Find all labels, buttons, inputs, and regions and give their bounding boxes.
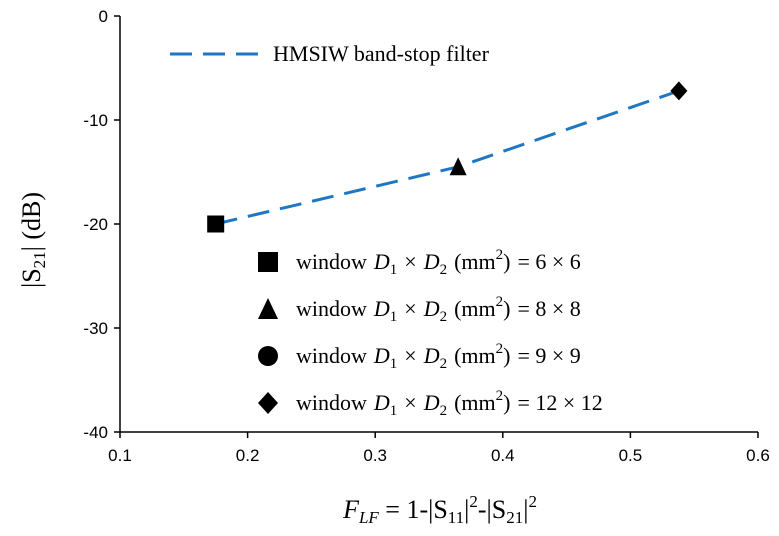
series-layer xyxy=(215,89,680,226)
y-tick-label: -40 xyxy=(83,423,108,442)
y-ticks: 0 -10 -20 -30 -40 xyxy=(83,7,120,442)
marker-legend-label-part: D xyxy=(373,249,390,274)
line-legend-label: HMSIW band-stop filter xyxy=(273,41,490,66)
marker-legend-label-part: 2 xyxy=(440,262,448,278)
marker-legend-label-part: 2 xyxy=(496,388,504,404)
marker-legend-label-part: 1 xyxy=(390,403,398,419)
marker-legend-label-part: × xyxy=(404,390,416,415)
marker-legend-label: window D1 × D2 (mm2) = 9 × 9 xyxy=(296,341,581,372)
marker-legend-label-part: ) xyxy=(503,343,510,368)
marker-legend-label-part: 2 xyxy=(440,403,448,419)
x-tick-label: 0.2 xyxy=(236,446,260,465)
marker-legend-label-part: D xyxy=(423,390,440,415)
x-tick-label: 0.1 xyxy=(108,446,132,465)
marker-legend-label-part: D xyxy=(423,249,440,274)
x-ticks: 0.1 0.2 0.3 0.4 0.5 0.6 xyxy=(108,432,770,465)
marker-legend-label-part: 1 xyxy=(390,262,398,278)
marker-legend-symbol-square xyxy=(258,252,278,272)
marker-legend-label-part: window xyxy=(296,343,367,368)
marker-legend-label-part: (mm xyxy=(454,390,496,415)
marker-legend-symbol-diamond xyxy=(258,392,278,414)
marker-legend-label-part: 2 xyxy=(496,294,504,310)
marker-legend-label: window D1 × D2 (mm2) = 6 × 6 xyxy=(296,247,581,278)
marker-layer xyxy=(207,81,688,233)
marker-legend-label-part: D xyxy=(423,296,440,321)
marker-legend-label-part: 2 xyxy=(496,341,504,357)
marker-legend-label-part: (mm xyxy=(454,249,496,274)
marker-legend-label-part: D xyxy=(373,343,390,368)
series-line xyxy=(215,89,680,226)
data-point-diamond xyxy=(670,81,688,101)
marker-legend-label-part: × xyxy=(404,296,416,321)
marker-legend-label-part: ) xyxy=(503,249,510,274)
marker-legend-label-part: (mm xyxy=(454,296,496,321)
marker-legend-label-part: = 12 × 12 xyxy=(517,390,602,415)
marker-legend-label: window D1 × D2 (mm2) = 12 × 12 xyxy=(296,388,603,419)
marker-legend-label-part: (mm xyxy=(454,343,496,368)
marker-legend-label-part: D xyxy=(373,296,390,321)
y-axis-title: |S21| (dB) xyxy=(17,192,49,288)
marker-legend-label-part: × xyxy=(404,343,416,368)
line-legend: HMSIW band-stop filter xyxy=(170,41,490,66)
y-tick-label: -10 xyxy=(83,111,108,130)
marker-legend-label-part: = 8 × 8 xyxy=(517,296,580,321)
marker-legend-label-part: D xyxy=(373,390,390,415)
x-tick-label: 0.3 xyxy=(363,446,387,465)
marker-legend-label: window D1 × D2 (mm2) = 8 × 8 xyxy=(296,294,581,325)
x-tick-label: 0.4 xyxy=(491,446,515,465)
x-tick-label: 0.5 xyxy=(619,446,643,465)
marker-legend-label-part: ) xyxy=(503,390,510,415)
x-tick-label: 0.6 xyxy=(746,446,770,465)
marker-legend-label-part: 2 xyxy=(496,247,504,263)
data-point-square xyxy=(207,215,225,233)
marker-legend-label-part: = 9 × 9 xyxy=(517,343,580,368)
marker-legend-label-part: D xyxy=(423,343,440,368)
marker-legend-label-part: × xyxy=(404,249,416,274)
data-point-triangle xyxy=(449,157,467,176)
marker-legend-symbol-circle xyxy=(258,346,278,366)
marker-legend-label-part: 1 xyxy=(390,356,398,372)
marker-legend-label-part: 2 xyxy=(440,356,448,372)
y-tick-label: 0 xyxy=(99,7,108,26)
marker-legend-label-part: 2 xyxy=(440,309,448,325)
marker-legend-label-part: ) xyxy=(503,296,510,321)
marker-legend-label-part: window xyxy=(296,249,367,274)
marker-legend-symbol-triangle xyxy=(258,298,278,319)
marker-legend-label-part: window xyxy=(296,296,367,321)
y-tick-label: -20 xyxy=(83,215,108,234)
y-tick-label: -30 xyxy=(83,319,108,338)
x-axis-title: FLF = 1-|S11|2-|S21|2 xyxy=(342,492,537,527)
marker-legend-label-part: = 6 × 6 xyxy=(517,249,580,274)
marker-legend-label-part: 1 xyxy=(390,309,398,325)
marker-legend-label-part: window xyxy=(296,390,367,415)
